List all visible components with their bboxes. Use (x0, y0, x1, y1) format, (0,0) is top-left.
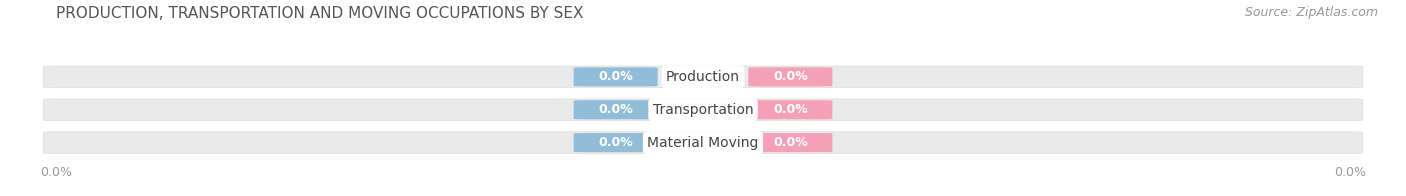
Text: Transportation: Transportation (652, 103, 754, 117)
FancyBboxPatch shape (748, 67, 832, 86)
Text: Material Moving: Material Moving (647, 136, 759, 150)
FancyBboxPatch shape (574, 133, 658, 152)
Text: Production: Production (666, 70, 740, 84)
Text: Source: ZipAtlas.com: Source: ZipAtlas.com (1244, 6, 1378, 19)
FancyBboxPatch shape (748, 133, 832, 152)
FancyBboxPatch shape (574, 100, 658, 119)
Text: PRODUCTION, TRANSPORTATION AND MOVING OCCUPATIONS BY SEX: PRODUCTION, TRANSPORTATION AND MOVING OC… (56, 6, 583, 21)
FancyBboxPatch shape (748, 100, 832, 119)
Text: 0.0%: 0.0% (773, 70, 807, 83)
Text: 0.0%: 0.0% (773, 103, 807, 116)
Text: 0.0%: 0.0% (599, 136, 633, 149)
FancyBboxPatch shape (44, 132, 1362, 153)
Text: 0.0%: 0.0% (599, 70, 633, 83)
FancyBboxPatch shape (44, 66, 1362, 88)
FancyBboxPatch shape (574, 67, 658, 86)
Text: 0.0%: 0.0% (599, 103, 633, 116)
Text: 0.0%: 0.0% (773, 136, 807, 149)
FancyBboxPatch shape (44, 99, 1362, 121)
